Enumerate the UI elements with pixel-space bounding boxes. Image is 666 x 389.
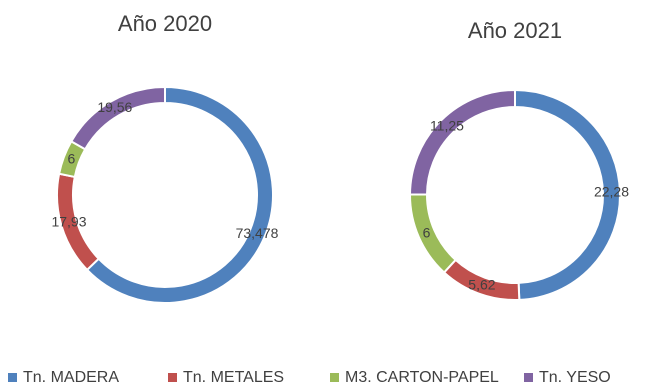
data-label: 6 [67,151,75,167]
donut-segment [409,193,458,274]
data-label: 17,93 [51,214,86,230]
legend-label: Tn. YESO [539,369,611,386]
legend-swatch [330,373,339,382]
legend-label: Tn. METALES [183,369,284,386]
data-label: 6 [423,224,431,240]
data-label: 22,28 [594,184,629,200]
donut-segment [69,85,166,151]
data-label: 5,62 [468,276,495,292]
legend-swatch [8,373,17,382]
chart-title: Año 2020 [118,11,212,36]
legend-swatch [524,373,533,382]
data-label: 73,478 [236,225,279,241]
legend-label: Tn. MADERA [23,369,119,386]
chart-title: Año 2021 [468,18,562,43]
data-label: 19,56 [97,99,132,115]
donut-segment [408,88,516,196]
donut-segment [85,85,274,304]
legend-swatch [168,373,177,382]
data-label: 11,25 [430,117,464,133]
legend-label: M3. CARTON-PAPEL [345,369,499,386]
